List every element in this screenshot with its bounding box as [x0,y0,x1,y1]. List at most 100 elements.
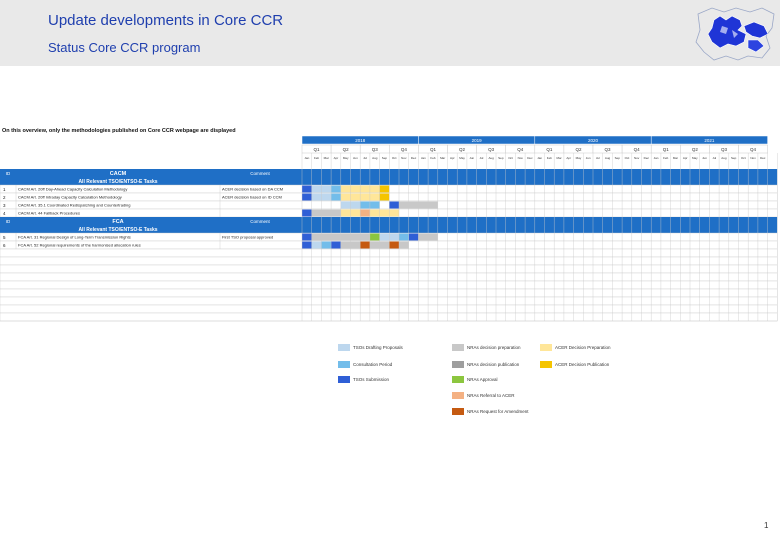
month-label: Jan [654,156,659,160]
legend-label: NRAs Request for Amendment [467,409,529,414]
legend-label: NRAs decision publication [467,362,520,367]
quarter-label: Q3 [372,147,379,152]
month-label: Apr [450,156,455,160]
quarter-label: Q3 [488,147,495,152]
month-label: Oct [625,156,630,160]
month-label: Jul [712,156,716,160]
quarter-label: Q1 [663,147,670,152]
month-label: Feb [314,156,320,160]
month-label: Mar [440,156,445,160]
legend-label: NRAs decision preparation [467,345,521,350]
comment-column-header: Comment [250,219,270,224]
row-id: 5 [3,235,6,240]
quarter-label: Q4 [401,147,408,152]
task-name: CACM Art. 35.1 Coordinated Redispatching… [18,203,131,208]
month-label: Aug [605,156,611,160]
month-label: Jan [537,156,542,160]
task-name: FCA Art. 52 Regional requirements of the… [18,243,141,248]
month-label: Aug [372,156,378,160]
id-column-header: ID [6,171,11,176]
month-label: Sep [498,156,504,160]
legend-label: NRAs Approval [467,377,498,382]
row-id: 3 [3,203,6,208]
year-label: 2019 [472,138,483,143]
section-subtitle: All Relevant TSO/ENTSO-E Tasks [78,227,157,233]
month-label: Mar [673,156,678,160]
legend-swatch [452,392,464,399]
gantt-bar-nra-preparation [399,241,409,249]
section-header-band [0,169,778,177]
legend-label: ACER Decision Preparation [555,345,611,350]
gantt-bar-consultation [399,233,409,241]
task-comment: First TSO proposal approved [222,235,273,240]
month-label: Apr [566,156,571,160]
task-name: CACM Art. 20ff Intraday Capacity Calcula… [18,195,122,200]
gantt-bar-submission [302,193,312,201]
month-label: Aug [721,156,727,160]
task-name: CACM Art. 44 Fallback Procedures [18,211,80,216]
legend-swatch [338,376,350,383]
year-label: 2018 [355,138,366,143]
slide-header: Update developments in Core CCR Status C… [0,0,780,66]
month-label: May [343,156,349,160]
legend-label: Consultation Period [353,362,393,367]
month-label: Mar [556,156,561,160]
comment-column-header: Comment [250,171,270,176]
month-label: Dec [527,156,533,160]
quarter-label: Q4 [750,147,757,152]
gantt-bar-drafting [311,241,322,249]
legend-swatch [540,361,552,368]
row-id: 4 [3,211,6,216]
row-id: 1 [3,187,6,192]
gantt-bar-nra-preparation [311,209,341,217]
gantt-bar-nra-approval [369,233,380,241]
month-label: Nov [750,156,756,160]
quarter-label: Q2 [459,147,466,152]
section-title: FCA [112,219,123,225]
task-comment: ACER decision based on ID CCM [222,195,282,200]
month-label: Oct [508,156,513,160]
legend-label: TSOs Submission [353,377,390,382]
overview-note: On this overview, only the methodologies… [2,128,236,134]
gantt-bar-acer-preparation [369,209,399,217]
month-label: Jun [702,156,707,160]
month-label: Dec [411,156,417,160]
row-id: 2 [3,195,6,200]
month-label: May [459,156,465,160]
gantt-bar-submission [302,209,312,217]
month-label: Apr [334,156,339,160]
legend-swatch [452,361,464,368]
month-label: Oct [741,156,746,160]
year-label: 2020 [588,138,599,143]
month-label: Jan [421,156,426,160]
gantt-bar-nra-referral [360,209,370,217]
month-label: Jul [480,156,484,160]
legend-swatch [452,344,464,351]
month-label: Oct [392,156,397,160]
month-label: Feb [663,156,669,160]
gantt-bar-consultation [331,185,341,193]
gantt-bar-acer-publication [379,193,390,201]
month-label: Feb [547,156,553,160]
month-label: Sep [731,156,737,160]
month-label: Jan [304,156,309,160]
section-subtitle-band [0,225,778,233]
month-label: May [576,156,582,160]
month-label: Sep [615,156,621,160]
section-title: CACM [110,171,127,177]
month-label: Jul [596,156,600,160]
month-label: Nov [634,156,640,160]
page-number: 1 [764,521,769,530]
gantt-bar-nra-amendment [389,241,399,249]
month-label: Feb [430,156,436,160]
month-label: Jul [363,156,367,160]
quarter-label: Q4 [517,147,524,152]
row-id: 6 [3,243,6,248]
slide-title: Update developments in Core CCR [48,12,284,29]
legend-swatch [452,408,464,415]
month-label: Nov [518,156,524,160]
slide-subtitle: Status Core CCR program [48,40,201,55]
legend-swatch [338,344,350,351]
quarter-label: Q3 [721,147,728,152]
quarter-label: Q4 [634,147,641,152]
